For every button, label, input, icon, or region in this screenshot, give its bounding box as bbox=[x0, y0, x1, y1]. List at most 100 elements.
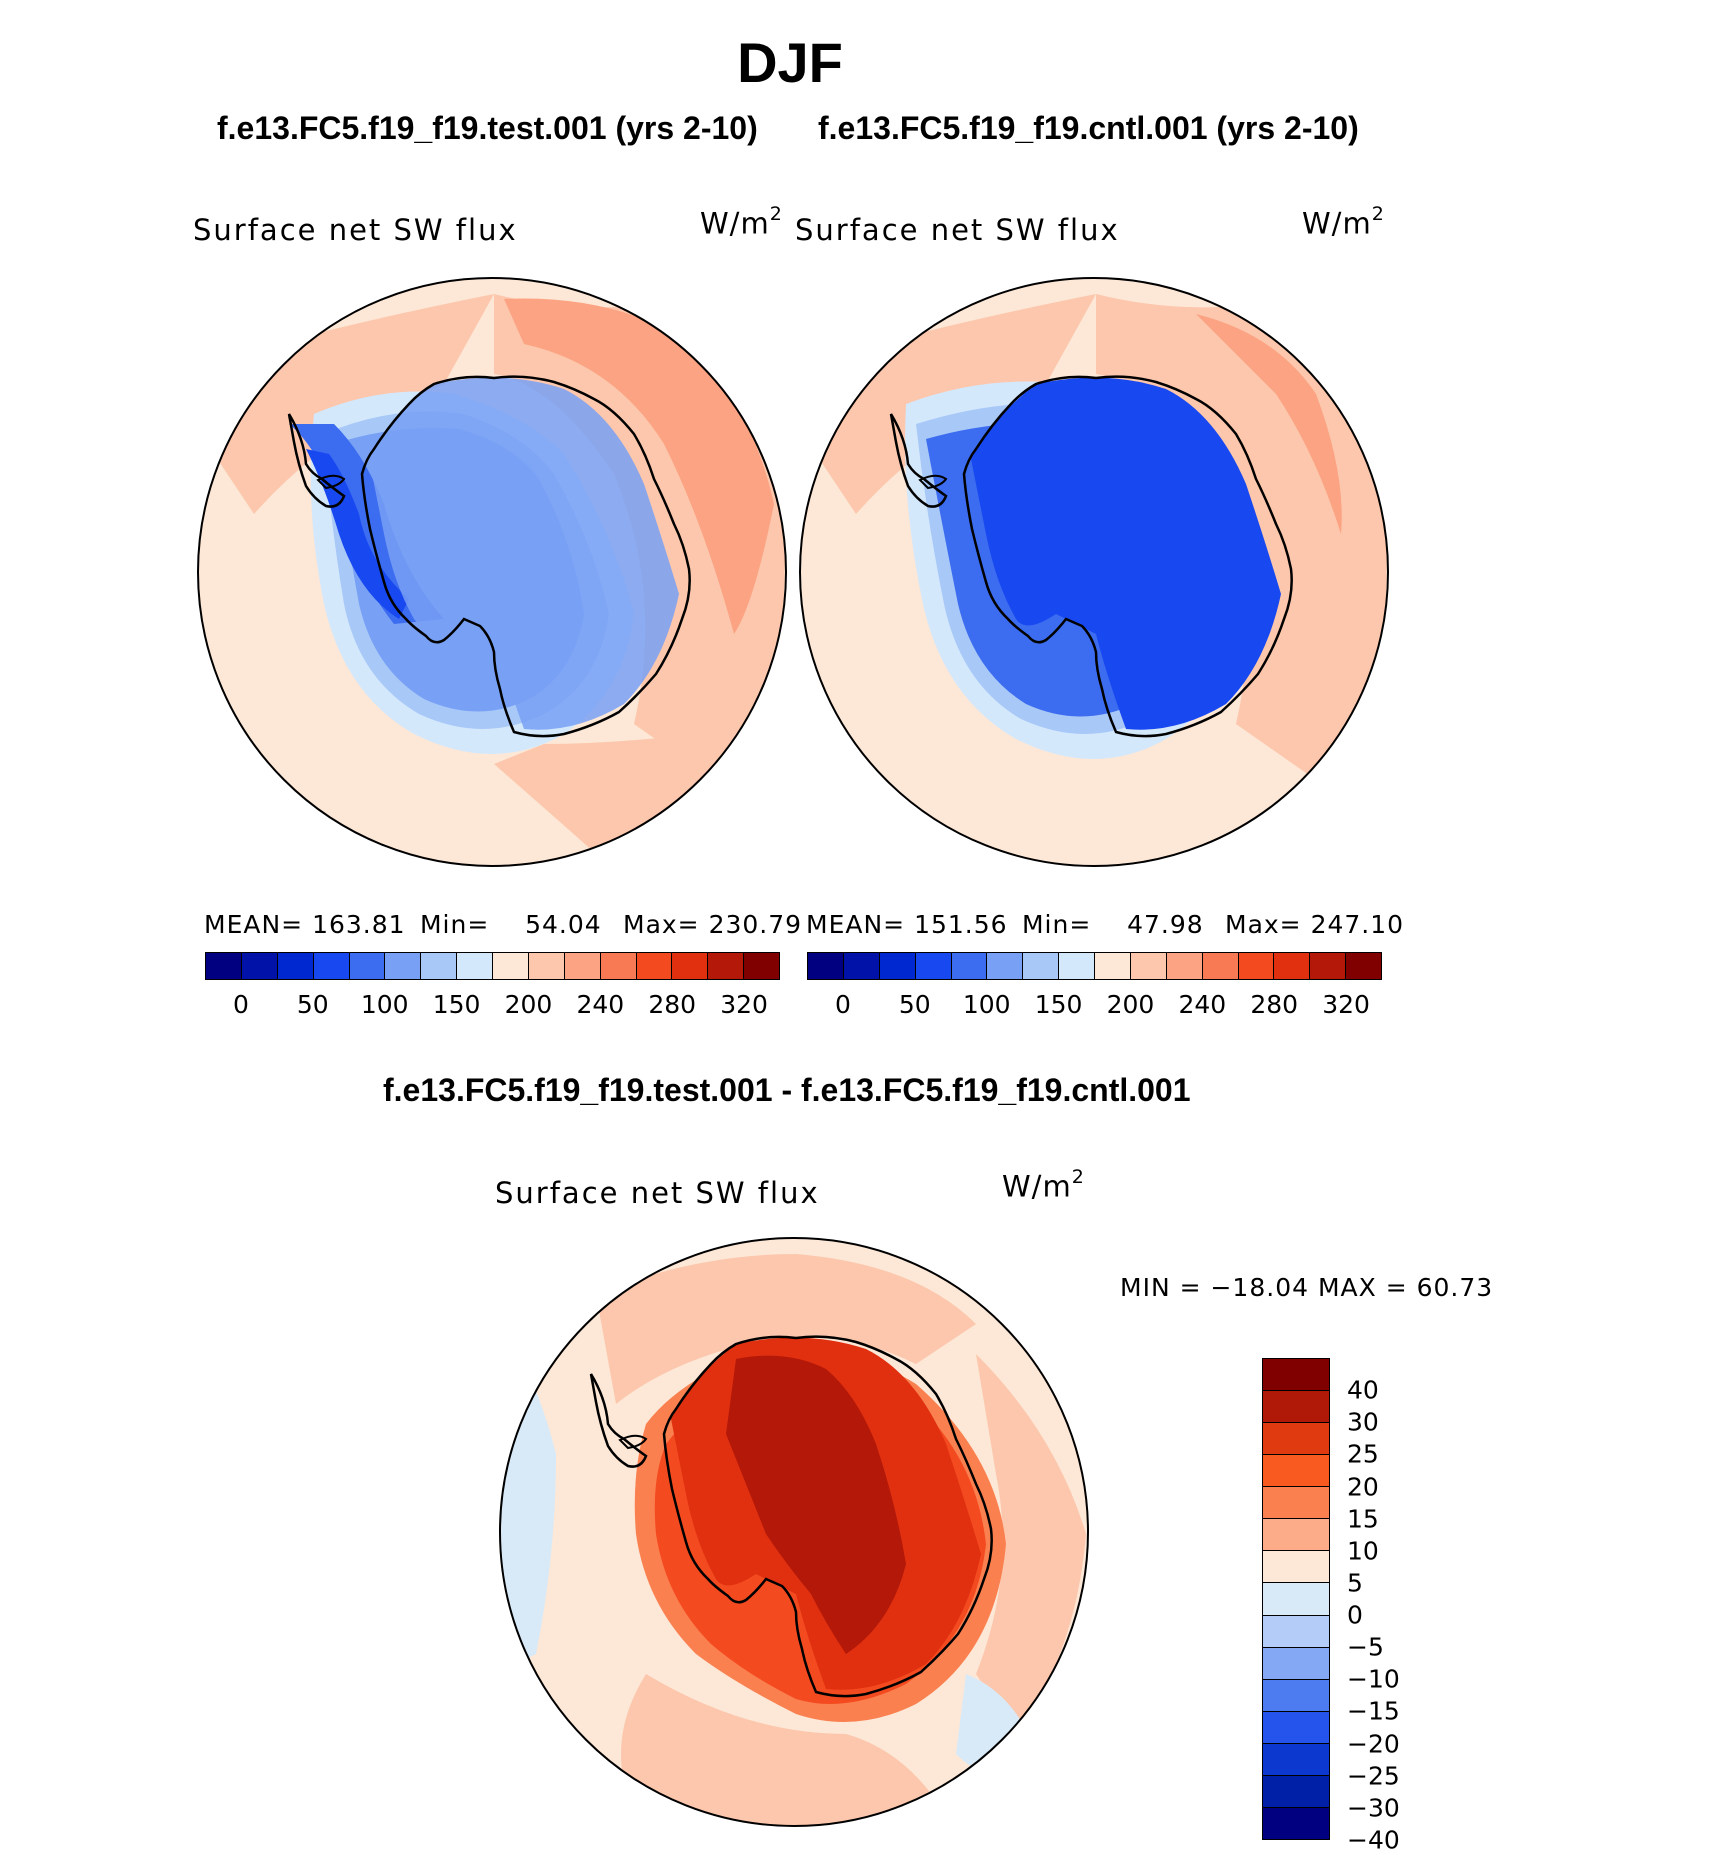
diff-map-coastline bbox=[662, 1335, 993, 1698]
colorbar-tick-label: 320 bbox=[720, 990, 768, 1019]
test-min-value: 54.04 bbox=[525, 910, 602, 939]
cntl-mean-value: 151.56 bbox=[914, 910, 1008, 939]
cntl-case-title: f.e13.FC5.f19_f19.cntl.001 (yrs 2-10) bbox=[818, 110, 1359, 146]
test-units: W/m2 bbox=[700, 203, 783, 241]
colorbar-swatch bbox=[1263, 1583, 1329, 1616]
test-map-continent-fill bbox=[369, 377, 679, 730]
colorbar-swatch bbox=[1263, 1679, 1329, 1712]
diff-map bbox=[499, 1237, 1089, 1827]
figure-title: DJF bbox=[737, 31, 843, 94]
colorbar-swatch bbox=[1263, 1775, 1329, 1808]
cntl-max-value: 247.10 bbox=[1310, 910, 1405, 939]
colorbar-swatch bbox=[206, 953, 242, 979]
cntl-map-ice-shelf bbox=[918, 474, 948, 490]
cntl-variable-label: Surface net SW flux bbox=[795, 213, 1120, 247]
colorbar-swatch bbox=[1023, 953, 1060, 979]
colorbar-tick-label: 0 bbox=[232, 990, 249, 1019]
colorbar-swatch bbox=[708, 953, 745, 979]
test-map-ice-shelf bbox=[316, 474, 346, 490]
cntl-colorbar bbox=[807, 952, 1382, 980]
test-map-coastline bbox=[360, 375, 691, 738]
colorbar-tick-label: 240 bbox=[576, 990, 625, 1019]
colorbar-tick-label: −20 bbox=[1347, 1729, 1400, 1759]
cntl-map-continent-fill bbox=[971, 377, 1281, 730]
colorbar-tick-label: 100 bbox=[962, 990, 1011, 1019]
colorbar-tick-label: 150 bbox=[1034, 990, 1083, 1019]
colorbar-tick-label: 0 bbox=[834, 990, 851, 1019]
test-mean-value: 163.81 bbox=[312, 910, 406, 939]
colorbar-tick-label: 320 bbox=[1322, 990, 1370, 1019]
cntl-mean-label: MEAN= bbox=[806, 910, 906, 939]
colorbar-tick-label: −10 bbox=[1347, 1664, 1400, 1694]
colorbar-tick-label: −25 bbox=[1347, 1761, 1400, 1791]
colorbar-swatch bbox=[843, 953, 880, 979]
colorbar-swatch bbox=[1263, 1743, 1329, 1776]
colorbar-swatch bbox=[672, 953, 709, 979]
colorbar-swatch bbox=[1346, 953, 1381, 979]
colorbar-swatch bbox=[277, 953, 314, 979]
colorbar-swatch bbox=[1059, 953, 1095, 979]
diff-map-peninsula bbox=[589, 1373, 648, 1468]
diff-units: W/m2 bbox=[1002, 1166, 1085, 1204]
cntl-stats: MEAN= 151.56 Min= 47.98 Max= 247.10 bbox=[806, 910, 1404, 939]
colorbar-swatch bbox=[1238, 953, 1275, 979]
test-min-label: Min= bbox=[419, 910, 490, 939]
colorbar-swatch bbox=[808, 953, 844, 979]
cntl-units: W/m2 bbox=[1302, 203, 1385, 241]
colorbar-swatch bbox=[1263, 1487, 1329, 1520]
colorbar-tick-label: 5 bbox=[1347, 1568, 1363, 1598]
cntl-map-coastline bbox=[962, 375, 1293, 738]
test-case-title: f.e13.FC5.f19_f19.test.001 (yrs 2-10) bbox=[217, 110, 758, 146]
diff-map-band-south bbox=[621, 1674, 956, 1826]
cntl-map-band-strong bbox=[1196, 314, 1342, 534]
colorbar-swatch bbox=[241, 953, 278, 979]
diff-map-border bbox=[499, 1237, 1089, 1827]
colorbar-tick-label: −5 bbox=[1347, 1632, 1384, 1662]
colorbar-swatch bbox=[951, 953, 988, 979]
cntl-colorbar-ticks: 0 50 100 150 200 240 280 320 bbox=[807, 990, 1382, 1020]
colorbar-swatch bbox=[1263, 1711, 1329, 1744]
colorbar-tick-label: 200 bbox=[504, 990, 553, 1019]
diff-colorbar bbox=[1262, 1358, 1330, 1840]
test-map-border bbox=[197, 277, 787, 867]
colorbar-swatch bbox=[915, 953, 952, 979]
colorbar-swatch bbox=[493, 953, 529, 979]
colorbar-swatch bbox=[421, 953, 458, 979]
colorbar-swatch bbox=[879, 953, 916, 979]
colorbar-swatch bbox=[600, 953, 637, 979]
colorbar-swatch bbox=[1263, 1551, 1329, 1584]
cntl-min-label: Min= bbox=[1021, 910, 1092, 939]
colorbar-swatch bbox=[528, 953, 565, 979]
colorbar-swatch bbox=[1263, 1455, 1329, 1488]
colorbar-tick-label: 280 bbox=[648, 990, 697, 1019]
colorbar-swatch bbox=[1095, 953, 1131, 979]
test-mean-label: MEAN= bbox=[204, 910, 304, 939]
diff-case-title: f.e13.FC5.f19_f19.test.001 - f.e13.FC5.f… bbox=[383, 1072, 1191, 1108]
cntl-map-border bbox=[799, 277, 1389, 867]
colorbar-swatch bbox=[1263, 1519, 1329, 1552]
test-max-label: Max= bbox=[623, 910, 700, 939]
test-max-value: 230.79 bbox=[708, 910, 803, 939]
cntl-map-peninsula bbox=[889, 413, 948, 508]
colorbar-swatch bbox=[1263, 1359, 1329, 1392]
cntl-max-label: Max= bbox=[1225, 910, 1302, 939]
cntl-min-value: 47.98 bbox=[1127, 910, 1204, 939]
colorbar-swatch bbox=[313, 953, 350, 979]
colorbar-tick-label: 50 bbox=[898, 990, 931, 1019]
colorbar-tick-label: 25 bbox=[1347, 1439, 1379, 1469]
colorbar-swatch bbox=[744, 953, 779, 979]
colorbar-tick-label: 240 bbox=[1178, 990, 1227, 1019]
colorbar-tick-label: 200 bbox=[1106, 990, 1155, 1019]
colorbar-tick-label: 30 bbox=[1347, 1407, 1379, 1437]
colorbar-tick-label: −15 bbox=[1347, 1696, 1400, 1726]
test-stats: MEAN= 163.81 Min= 54.04 Max= 230.79 bbox=[204, 910, 802, 939]
colorbar-tick-label: 40 bbox=[1347, 1375, 1379, 1405]
colorbar-swatch bbox=[1263, 1391, 1329, 1424]
colorbar-tick-label: 50 bbox=[296, 990, 329, 1019]
test-map-peninsula bbox=[287, 413, 346, 508]
diff-map-band-east bbox=[976, 1354, 1086, 1734]
diff-colorbar-ticks: 40 30 25 20 15 10 5 0 −5 −10 −15 −20 −25 −30 −40 bbox=[1347, 1358, 1417, 1855]
colorbar-swatch bbox=[1263, 1423, 1329, 1456]
colorbar-swatch bbox=[1166, 953, 1203, 979]
colorbar-swatch bbox=[1202, 953, 1239, 979]
